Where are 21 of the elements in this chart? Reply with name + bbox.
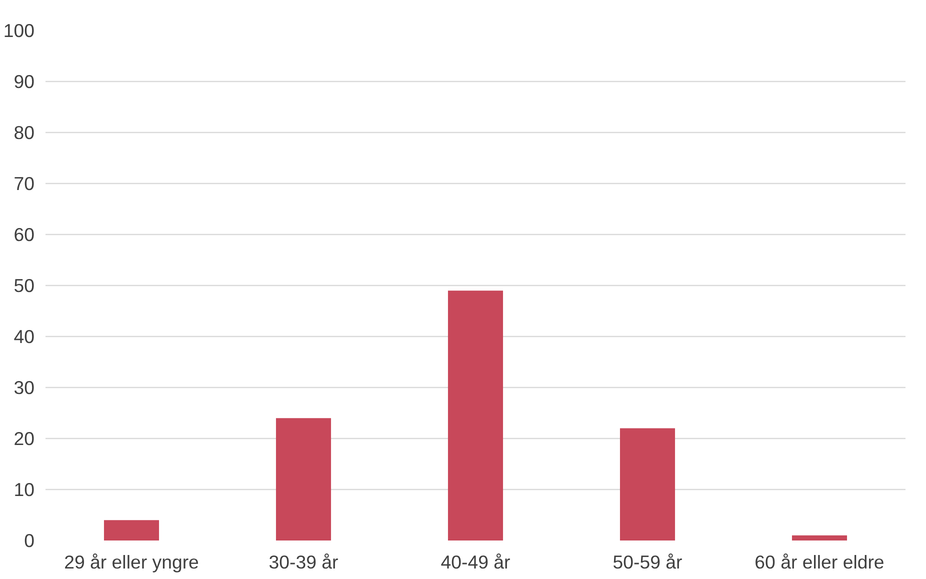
y-tick-label: 10	[14, 479, 35, 500]
y-tick-label: 80	[14, 122, 35, 143]
x-tick-label: 60 år eller eldre	[754, 552, 884, 572]
y-tick-label: 30	[14, 377, 35, 398]
y-tick-label: 60	[14, 224, 35, 245]
y-tick-label: 20	[14, 428, 35, 449]
bar	[792, 535, 848, 540]
bar	[448, 290, 504, 540]
y-tick-label: 70	[14, 173, 35, 194]
x-tick-label: 30-39 år	[268, 552, 338, 572]
x-tick-label: 29 år eller yngre	[64, 552, 199, 572]
y-tick-label: 40	[14, 326, 35, 347]
bar	[620, 428, 676, 540]
y-tick-label: 50	[14, 275, 35, 296]
x-tick-label: 40-49 år	[440, 552, 510, 572]
y-tick-label: 100	[3, 20, 35, 41]
bar	[276, 418, 332, 540]
y-tick-label: 90	[14, 71, 35, 92]
y-tick-label: 0	[24, 530, 35, 551]
x-tick-label: 50-59 år	[612, 552, 682, 572]
bar	[104, 520, 160, 540]
